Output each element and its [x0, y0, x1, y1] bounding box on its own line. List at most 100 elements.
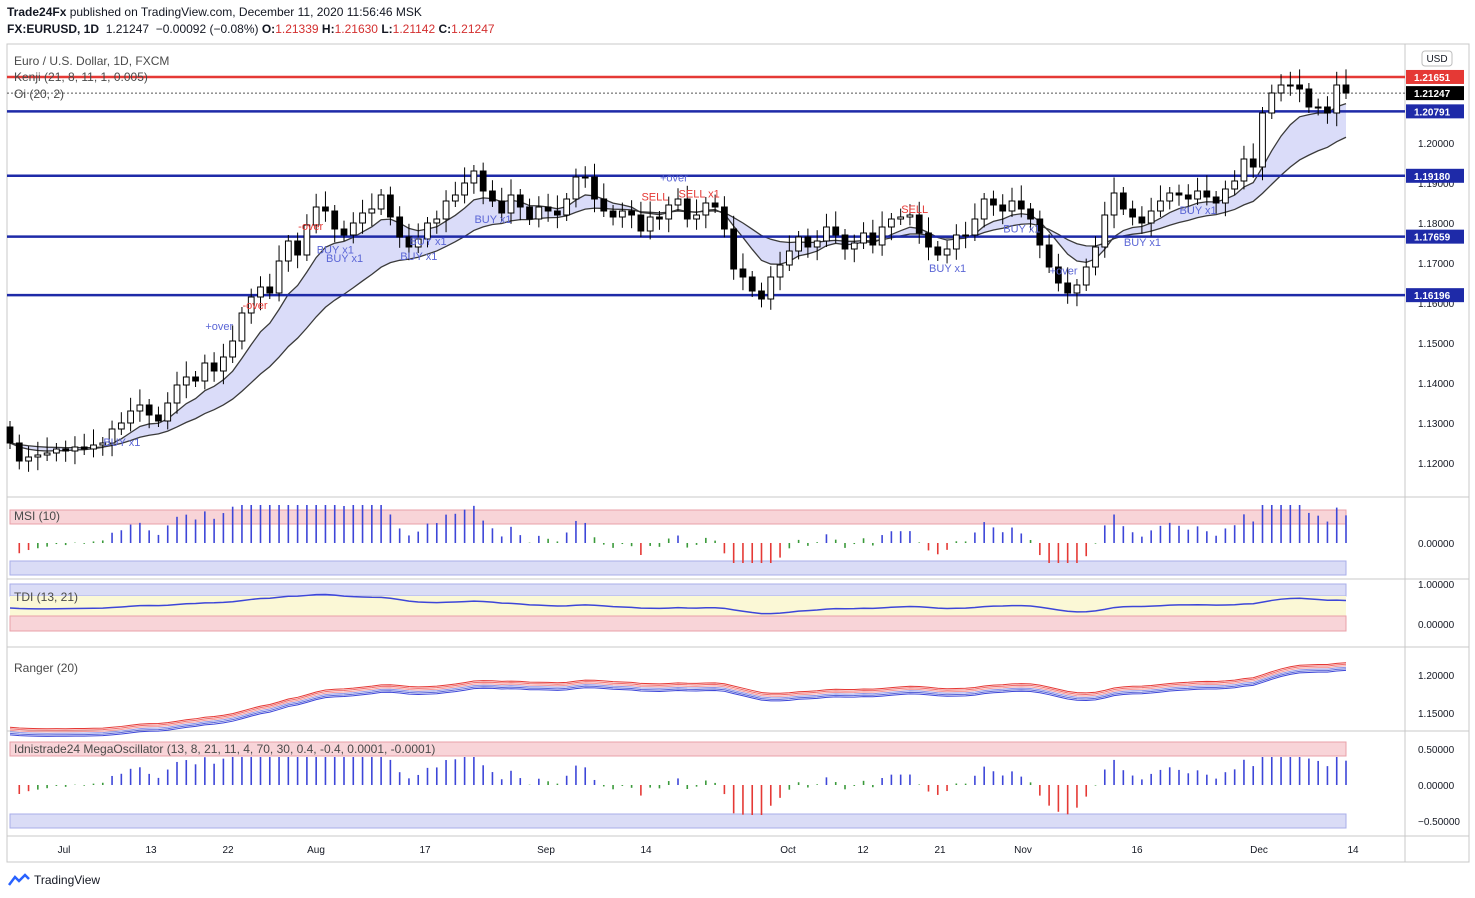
candle-body: [359, 212, 366, 224]
tdi-title: TDI (13, 21): [14, 590, 78, 604]
price-tick-label: 1.12000: [1418, 459, 1455, 470]
time-tick-label: Jul: [58, 845, 71, 856]
low-value: 1.21142: [392, 22, 436, 36]
time-tick-label: Aug: [307, 845, 325, 856]
candle-body: [489, 190, 496, 202]
ranger-band-line: [9, 665, 1347, 733]
candle-body: [117, 422, 125, 430]
candle-body: [544, 206, 552, 212]
mega-lower-band: [9, 813, 1347, 829]
candle-body: [340, 228, 348, 236]
candle-body: [1082, 266, 1090, 286]
candle-body: [563, 198, 571, 216]
candle-body: [739, 268, 747, 278]
candle-body: [925, 232, 932, 248]
candle-body: [173, 384, 181, 404]
candle-body: [62, 448, 70, 452]
candle-body: [25, 456, 32, 462]
candle-body: [266, 286, 274, 294]
candle-body: [711, 202, 719, 208]
candle-body: [1073, 284, 1081, 294]
signal-label: SELL: [901, 204, 928, 216]
candle-body: [813, 240, 821, 248]
signal-label: BUY x1: [474, 214, 511, 226]
level-tag-label: 1.21247: [1414, 89, 1451, 100]
high-value: 1.21630: [334, 22, 378, 36]
time-tick-label: 14: [640, 845, 652, 856]
candle-body: [43, 452, 51, 456]
candle-body: [294, 240, 301, 256]
time-tick-label: Sep: [537, 845, 555, 856]
candle-body: [1166, 192, 1174, 202]
candle-body: [860, 232, 867, 244]
candle-body: [1268, 92, 1276, 114]
candle-body: [1119, 192, 1127, 210]
candle-body: [646, 216, 654, 232]
candle-body: [387, 194, 394, 218]
candle-body: [470, 170, 478, 184]
candle-body: [1017, 200, 1025, 210]
indicator-panes: [9, 505, 1347, 815]
price-tick-label: 1.14000: [1418, 379, 1455, 390]
publish-line: Trade24Fx published on TradingView.com, …: [7, 5, 422, 19]
level-tag-label: 1.20791: [1414, 107, 1451, 118]
price-tick-label: 1.15000: [1418, 339, 1455, 350]
signal-label: +over: [660, 172, 688, 184]
candle-body: [832, 226, 840, 236]
candle-body: [535, 206, 543, 220]
chart-frame: [6, 43, 1470, 863]
msi-upper-band: [9, 509, 1347, 525]
candle-body: [637, 214, 645, 232]
signal-label: BUY x1: [103, 437, 140, 449]
candle-body: [238, 312, 246, 342]
currency-badge[interactable]: [1421, 50, 1453, 67]
currency-badge-label: USD: [1426, 54, 1447, 65]
candle-body: [1092, 246, 1099, 268]
candle-body: [674, 198, 682, 206]
high-label: H:: [321, 22, 335, 36]
signal-label: BUY x1: [317, 244, 354, 256]
signal-label: BUY x1: [929, 263, 966, 275]
candle-body: [600, 198, 608, 212]
time-tick-label: 12: [857, 845, 869, 856]
level-tag-label: 1.16196: [1414, 291, 1451, 302]
candle-body: [1064, 282, 1072, 294]
candle-body: [220, 356, 227, 372]
signal-label: -over: [243, 300, 268, 312]
candle-body: [591, 176, 598, 200]
tdi-upper-band: [9, 583, 1347, 597]
candle-body: [1212, 196, 1220, 204]
publish-info: published on TradingView.com, December 1…: [66, 5, 422, 19]
candle-body: [730, 228, 738, 270]
candle-body: [1314, 106, 1322, 109]
candle-body: [108, 428, 116, 444]
candle-body: [1138, 216, 1146, 224]
candle-body: [897, 216, 905, 220]
candle-body: [823, 226, 830, 242]
candle-body: [767, 276, 775, 300]
candle-body: [1249, 158, 1257, 168]
candle-body: [507, 194, 515, 214]
footer: TradingView: [8, 873, 100, 887]
candle-body: [609, 210, 617, 218]
signal-label: -over: [298, 221, 323, 233]
kenji-indicator-label: Kenji (21, 8, 11, 1, 0.005): [14, 70, 148, 84]
candle-body: [1175, 192, 1183, 196]
candle-body: [247, 296, 255, 314]
candle-body: [155, 414, 162, 422]
candle-body: [90, 444, 97, 450]
level-tag: [1406, 229, 1464, 244]
candle-body: [1286, 84, 1294, 87]
candle-body: [210, 362, 218, 372]
candle-body: [451, 194, 459, 202]
candle-body: [1008, 200, 1016, 212]
ranger-band-line: [9, 668, 1347, 736]
candle-body: [1036, 218, 1044, 246]
candle-body: [331, 210, 339, 230]
candle-body: [581, 176, 589, 179]
candle-body: [693, 214, 700, 220]
candle-body: [229, 340, 237, 358]
candle-body: [322, 206, 329, 212]
